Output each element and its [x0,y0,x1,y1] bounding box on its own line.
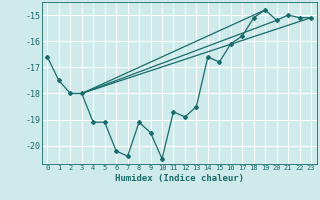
X-axis label: Humidex (Indice chaleur): Humidex (Indice chaleur) [115,174,244,183]
